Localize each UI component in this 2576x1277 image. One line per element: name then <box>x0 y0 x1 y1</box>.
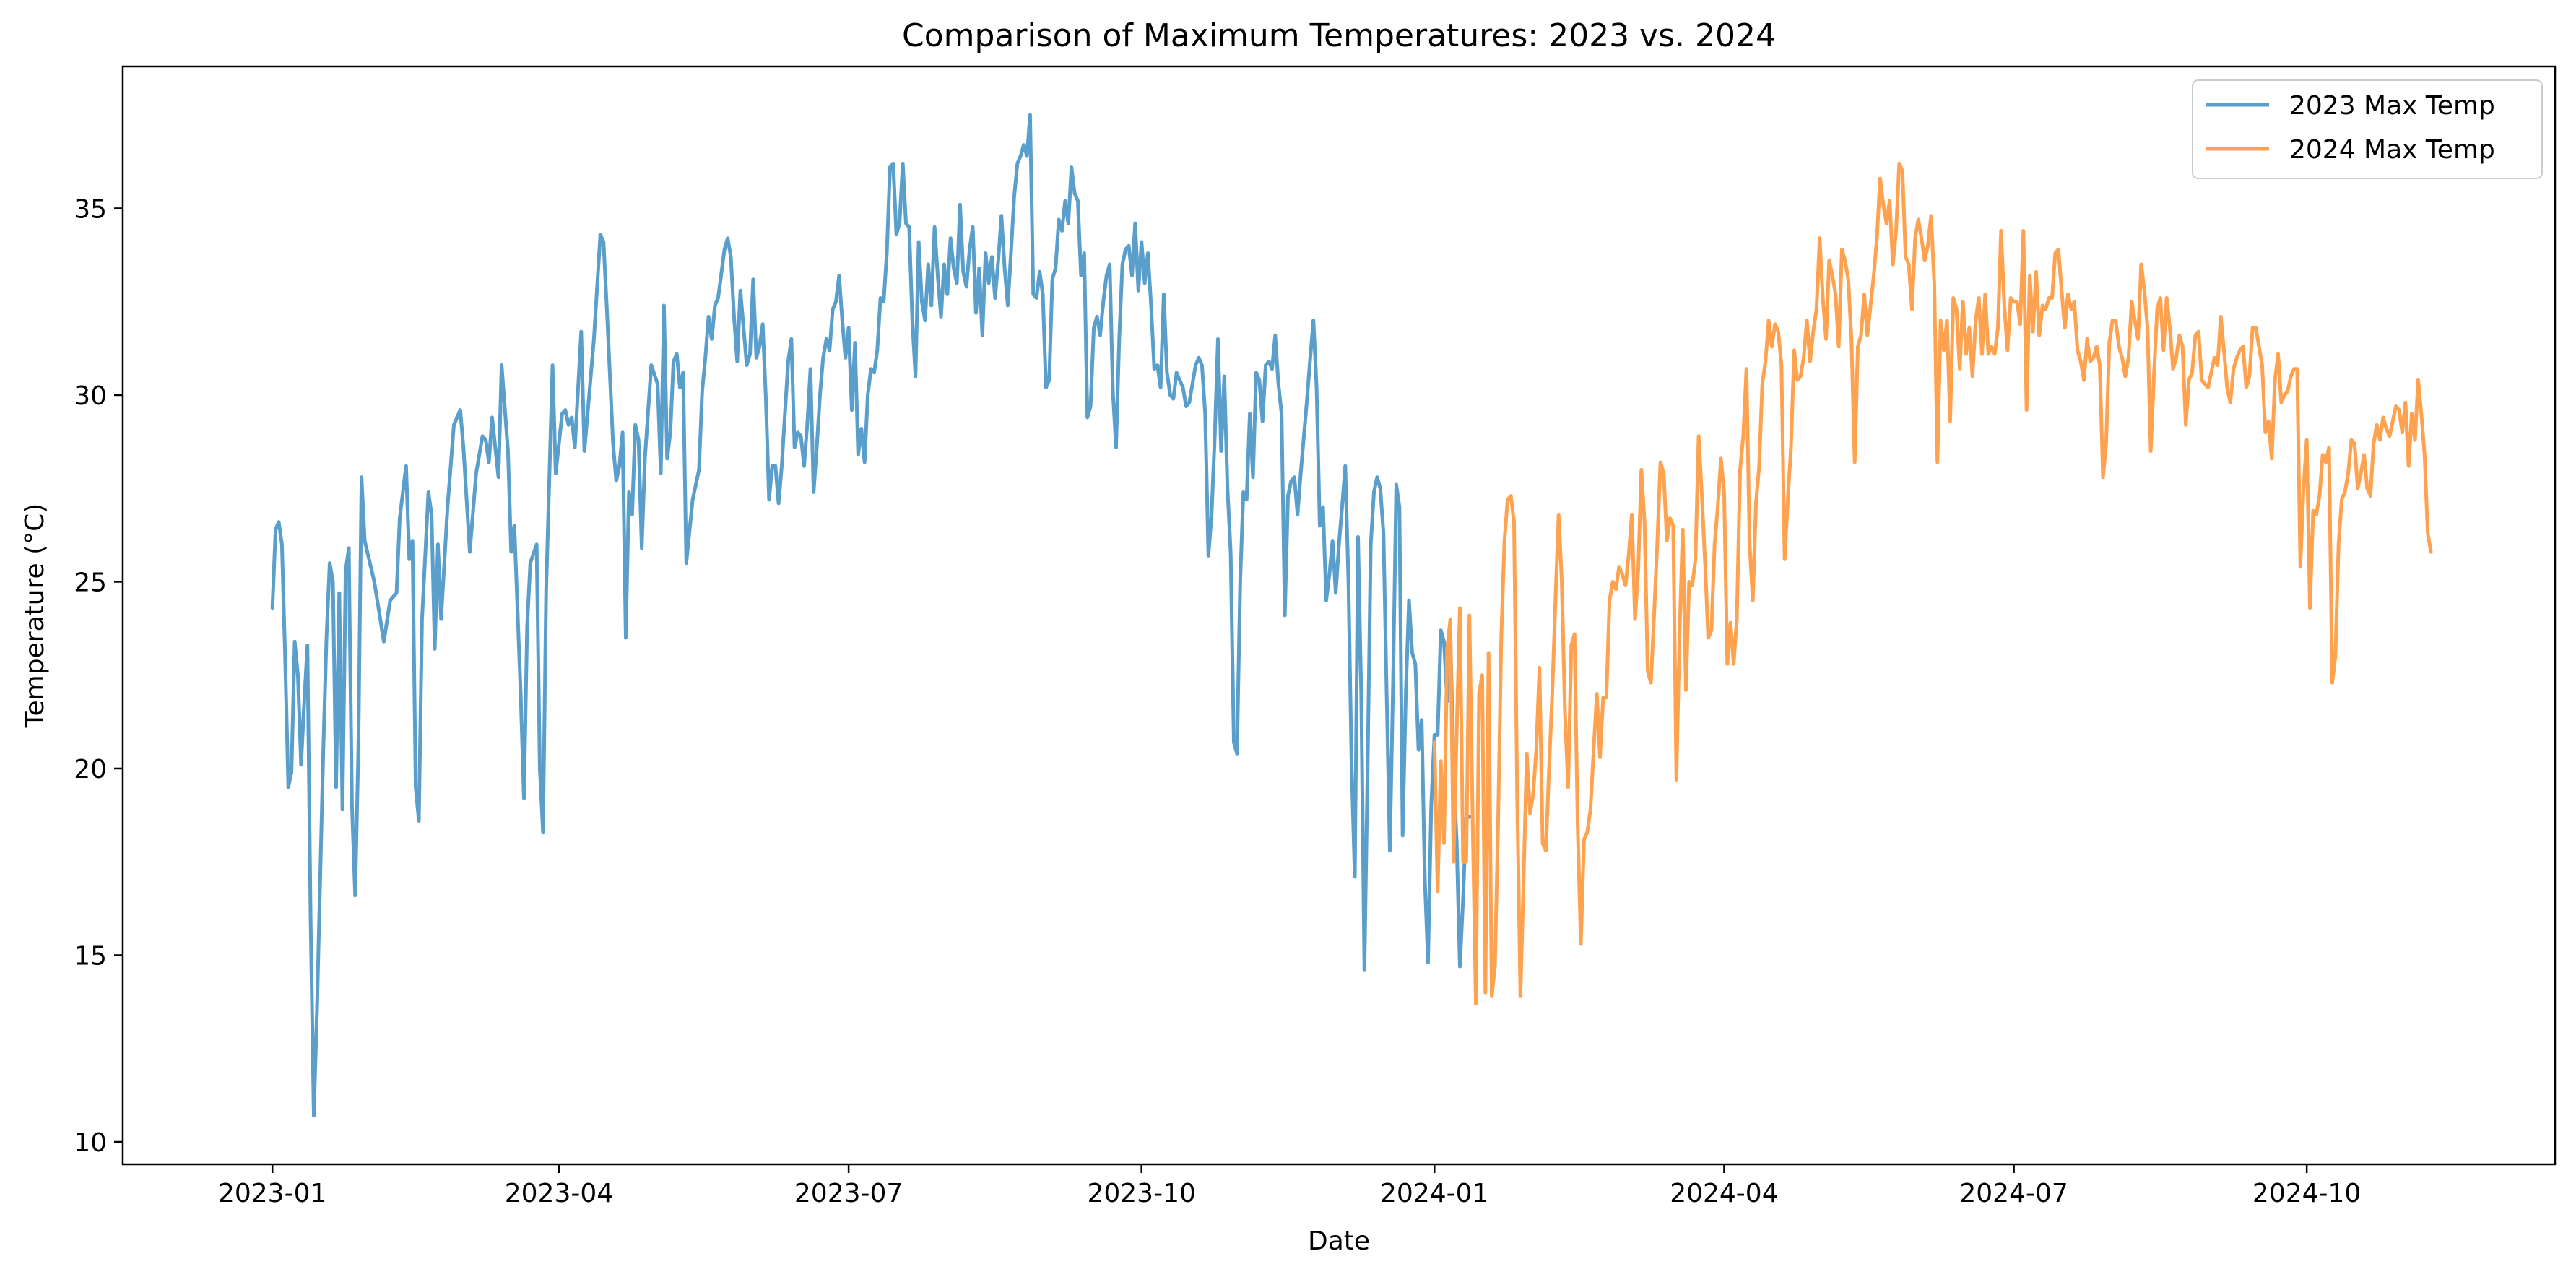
y-tick-label: 30 <box>74 381 107 411</box>
series-line-1 <box>1432 161 2433 1006</box>
legend-label-2023: 2023 Max Temp <box>2289 91 2495 121</box>
x-axis: 2023-01 2023-04 2023-07 2023-10 2024-01 2024-… <box>218 1164 2361 1208</box>
x-tick-label: 2023-10 <box>1087 1179 1195 1208</box>
x-tick-label: 2023-01 <box>218 1179 326 1208</box>
series-line-0 <box>270 113 1472 1118</box>
y-tick-label: 25 <box>74 568 107 597</box>
x-tick-label: 2024-01 <box>1380 1179 1488 1208</box>
y-tick-label: 10 <box>74 1128 107 1158</box>
plot-frame <box>121 65 2557 1166</box>
y-axis-label: Temperature (°C) <box>20 503 50 729</box>
x-axis-label: Date <box>1308 1226 1370 1256</box>
legend-box <box>2192 79 2543 179</box>
x-tick-label: 2024-04 <box>1670 1179 1778 1208</box>
y-tick-label: 15 <box>74 941 107 971</box>
plot-series-layer <box>270 113 2433 1118</box>
y-axis: 10 15 20 25 30 35 <box>74 194 123 1158</box>
chart-title: Comparison of Maximum Temperatures: 2023… <box>902 17 1776 54</box>
x-tick-label: 2024-07 <box>1959 1179 2068 1208</box>
x-tick-label: 2023-04 <box>505 1179 613 1208</box>
y-tick-label: 35 <box>74 194 107 224</box>
x-tick-label: 2023-07 <box>794 1179 903 1208</box>
legend-label-2024: 2024 Max Temp <box>2289 135 2495 165</box>
y-tick-label: 20 <box>74 755 107 784</box>
legend: 2023 Max Temp 2024 Max Temp <box>2192 79 2543 179</box>
x-tick-label: 2024-10 <box>2252 1179 2361 1208</box>
